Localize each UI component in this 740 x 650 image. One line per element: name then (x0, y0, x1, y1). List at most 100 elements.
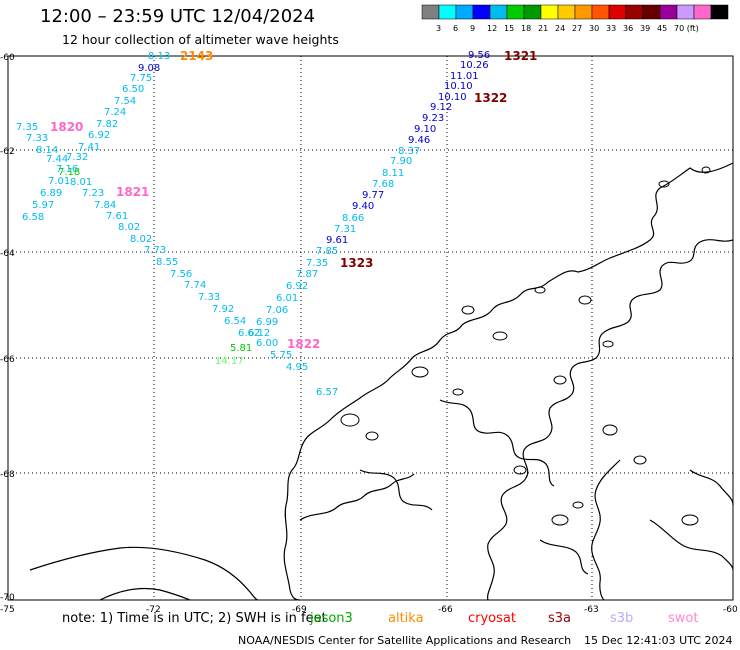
footer-note: note: 1) Time is in UTC; 2) SWH is in fe… (62, 611, 327, 626)
pass-id-label: 2143 (180, 49, 213, 63)
lon-label: -75 (0, 605, 15, 615)
colorbar-swatch (608, 4, 627, 20)
longitude-labels: -75 -72 -69 -66 -63 -60 (0, 605, 738, 615)
wave-height-label: 9.08 (138, 63, 160, 74)
wave-height-label: 8.02 (130, 234, 152, 245)
pass-id-label: 1323 (340, 256, 373, 270)
wave-height-label: 7.33 (26, 133, 48, 144)
wave-height-label: 10.10 (444, 81, 473, 92)
page-subtitle: 12 hour collection of altimeter wave hei… (62, 32, 339, 47)
wave-height-label: 10.26 (460, 60, 489, 71)
colorbar-tick: 45 (657, 24, 667, 33)
lon-label: -72 (146, 605, 161, 615)
wave-height-label: 7.85 (316, 246, 338, 257)
wave-height-label: 9.77 (362, 190, 384, 201)
wave-height-label: 7.32 (66, 152, 88, 163)
colorbar-tick: 21 (538, 24, 548, 33)
credit-line: NOAA/NESDIS Center for Satellite Applica… (238, 634, 572, 647)
wave-height-label: 7.41 (78, 142, 100, 153)
colorbar-tick: 6 (453, 24, 458, 33)
pass-id-label: 1321 (504, 49, 537, 63)
wave-height-label: 8.13 (148, 51, 170, 62)
colorbar-tick: 9 (470, 24, 475, 33)
wave-height-label: 7.31 (334, 224, 356, 235)
wave-height-label: 9.12 (430, 102, 452, 113)
wave-height-label: 14.17 (215, 356, 244, 367)
colorbar-tick: 27 (572, 24, 582, 33)
page-title: 12:00 – 23:59 UTC 12/04/2024 (40, 6, 316, 27)
colorbar-tick: 30 (589, 24, 599, 33)
wave-height-label: 5.81 (230, 343, 252, 354)
colorbar-swatch (489, 4, 508, 20)
wave-height-label: 6.92 (88, 130, 110, 141)
colorbar-tick: 12 (487, 24, 497, 33)
wave-height-label: 6.12 (248, 328, 270, 339)
wave-height-label: 7.56 (170, 269, 192, 280)
wave-height-label: 7.16 (56, 164, 78, 175)
colorbar-tick: 36 (623, 24, 633, 33)
colorbar-swatch (710, 4, 729, 20)
colorbar-tick: 15 (504, 24, 514, 33)
lon-label: -66 (438, 605, 453, 615)
lat-label: -70 (0, 593, 15, 603)
colorbar: 3 6 9 12 15 18 21 24 27 30 33 36 39 45 70 (ft) (421, 4, 729, 33)
wave-height-label: 7.33 (198, 292, 220, 303)
wave-height-label: 7.75 (130, 73, 152, 84)
wave-height-label: 6.00 (256, 338, 278, 349)
wave-height-label: 9.40 (352, 201, 374, 212)
wave-height-label: 8.55 (156, 257, 178, 268)
timestamp: 15 Dec 12:41:03 UTC 2024 (584, 634, 733, 647)
pass-id-label: 1821 (116, 185, 149, 199)
wave-height-label: 7.06 (266, 305, 288, 316)
mission-legend-item: cryosat (468, 611, 516, 626)
wave-height-label: 11.01 (450, 71, 479, 82)
wave-height-label: 7.24 (104, 107, 126, 118)
wave-height-label: 8.02 (118, 222, 140, 233)
wave-height-label: 6.54 (224, 316, 246, 327)
wave-height-label: 5.97 (32, 200, 54, 211)
mission-legend-item: swot (668, 611, 699, 626)
wave-height-label: 6.92 (286, 281, 308, 292)
pass-id-label: 1820 (50, 120, 83, 134)
colorbar-tick: 39 (640, 24, 650, 33)
wave-height-label: 5.75 (270, 350, 292, 361)
lon-label: -60 (723, 605, 738, 615)
lat-label: -68 (0, 470, 15, 480)
colorbar-tick: 70 (ft) (674, 24, 699, 33)
colorbar-swatch (676, 4, 695, 20)
wave-height-label: 7.23 (82, 188, 104, 199)
wave-height-label: 8.11 (382, 168, 404, 179)
wave-height-label: 6.62 (238, 328, 260, 339)
lon-label: -63 (584, 605, 599, 615)
islands (340, 166, 711, 526)
wave-height-label: 9.10 (414, 124, 436, 135)
colorbar-swatch (455, 4, 474, 20)
wave-height-label: 6.50 (122, 84, 144, 95)
wave-height-label: 8.01 (70, 177, 92, 188)
colorbar-swatch (421, 4, 440, 20)
pass-id-label: 1822 (287, 337, 320, 351)
colorbar-tick: 33 (606, 24, 616, 33)
colorbar-swatch (574, 4, 593, 20)
colorbar-swatch (693, 4, 712, 20)
wave-height-label: 10.10 (438, 92, 467, 103)
lat-label: -62 (0, 147, 15, 157)
map-frame (7, 55, 734, 601)
wave-height-label: 8.37 (398, 146, 420, 157)
colorbar-tick: 24 (555, 24, 565, 33)
colorbar-swatch (659, 4, 678, 20)
wave-height-label: 6.01 (276, 293, 298, 304)
lat-label: -66 (0, 355, 15, 365)
wave-height-label: 7.01 (48, 176, 70, 187)
colorbar-swatch (523, 4, 542, 20)
pass-id-label: 1322 (474, 91, 507, 105)
wave-height-label: 7.54 (114, 96, 136, 107)
mission-legend-item: altika (388, 611, 424, 626)
wave-height-label: 6.57 (316, 387, 338, 398)
wave-height-label: 7.61 (106, 211, 128, 222)
wave-height-label: 8.66 (342, 213, 364, 224)
pass-id-labels: 2143 1820 1821 1322 1321 1323 1822 (50, 49, 537, 351)
colorbar-swatch (540, 4, 559, 20)
wave-height-label: 7.90 (390, 156, 412, 167)
